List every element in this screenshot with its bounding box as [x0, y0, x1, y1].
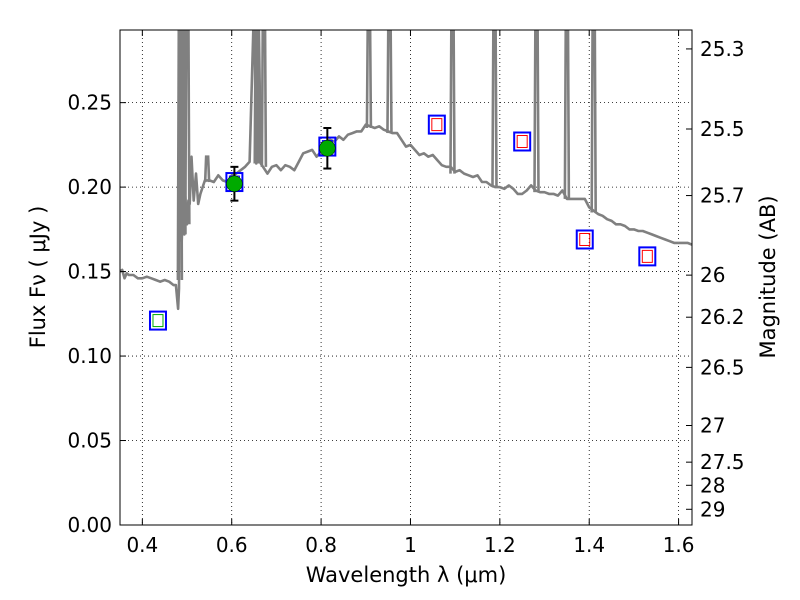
emission-line-spike: [203, 155, 211, 183]
x-tick-label: 0.4: [126, 533, 158, 557]
mag-tick-label: 27.5: [700, 450, 745, 474]
emission-line-spike: [533, 30, 540, 193]
plot-content: [120, 30, 692, 331]
observed-point: [226, 175, 243, 192]
model-photometry-inner: [152, 314, 164, 328]
mag-tick-label: 25.3: [700, 37, 745, 61]
emission-line-spike: [590, 30, 597, 213]
emission-line-spike: [563, 30, 571, 199]
right-axis-label: Magnitude (AB): [756, 195, 780, 358]
x-axis-label: Wavelength λ (μm): [306, 563, 507, 587]
emission-line-spike: [449, 30, 456, 174]
grid-layer: [120, 30, 692, 526]
model-photometry-inner: [579, 232, 591, 246]
emission-line-spike: [260, 30, 268, 167]
y-tick-label: 0.00: [67, 513, 112, 537]
y-tick-label: 0.25: [67, 91, 112, 115]
x-tick-label: 0.8: [305, 533, 337, 557]
model-photometry-square: [427, 114, 446, 135]
emission-line-spike: [491, 30, 498, 188]
x-tick-label: 1: [404, 533, 417, 557]
x-tick-label: 1.4: [573, 533, 605, 557]
y-tick-label: 0.05: [67, 429, 112, 453]
mag-tick-label: 27: [700, 413, 725, 437]
y-tick-label: 0.20: [67, 175, 112, 199]
mag-tick-label: 29: [700, 497, 725, 521]
model-photometry-inner: [431, 118, 443, 132]
y-tick-label: 0.10: [67, 344, 112, 368]
y-axis-label: Flux Fν ( μJy ): [26, 206, 50, 349]
emission-line-spike: [365, 30, 373, 128]
x-tick-label: 0.6: [216, 533, 248, 557]
mag-tick-label: 26: [700, 263, 725, 287]
mag-tick-label: 28: [700, 473, 725, 497]
tick-layer: 0.4 0.6 0.8 1 1.2 1.4 1.6 0.00 0.05 0.10 0.15 0.20 0…: [67, 30, 745, 557]
plot-frame: [119, 29, 693, 526]
mag-tick-label: 25.7: [700, 184, 745, 208]
spectrum-line: [120, 30, 692, 311]
model-photometry-inner: [641, 249, 653, 263]
observed-point: [319, 140, 336, 157]
model-photometry-square: [148, 310, 167, 331]
model-photometry-square: [575, 229, 594, 250]
model-photometry-inner: [516, 135, 528, 149]
mag-tick-label: 26.2: [700, 305, 745, 329]
emission-line-spike: [386, 30, 393, 134]
emission-line-spike: [253, 30, 261, 164]
x-tick-label: 1.2: [484, 533, 516, 557]
y-tick-label: 0.15: [67, 260, 112, 284]
model-photometry-square: [513, 131, 532, 152]
mag-tick-label: 26.5: [700, 355, 745, 379]
emission-line-spike: [184, 30, 191, 225]
x-tick-label: 1.6: [663, 533, 695, 557]
mag-tick-label: 25.5: [700, 117, 745, 141]
model-photometry-square: [638, 246, 657, 267]
